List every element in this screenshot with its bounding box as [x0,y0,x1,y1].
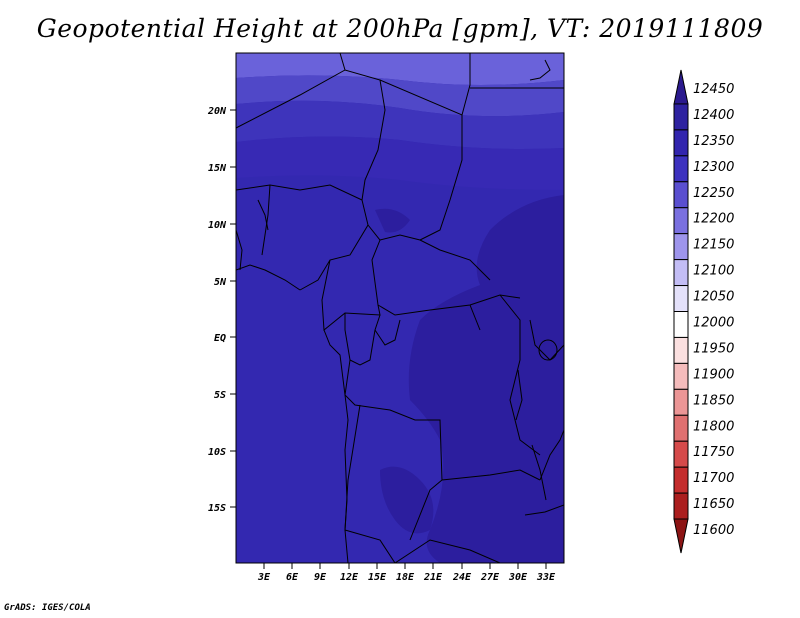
lon-ticks [263,563,547,569]
colorbar-swatch [673,155,689,183]
colorbar-swatch [673,362,689,390]
colorbar-label: 11800 [693,419,734,434]
lon-label: 12E [340,572,359,583]
colorbar-label: 12000 [693,316,734,331]
lat-labels: 20N 15N 10N 5N EQ 5S 10S 15S [207,106,227,514]
colorbar-swatch [673,518,689,554]
lon-label: 15E [368,572,387,583]
lat-label: 5S [214,390,226,401]
colorbar-label: 12250 [693,186,734,201]
lon-label: 30E [508,572,528,583]
colorbar-swatch [673,466,689,494]
lon-label: 33E [536,572,556,583]
colorbar-swatch [673,129,689,157]
lon-label: 3E [257,572,271,583]
colorbar-label: 12300 [693,160,734,175]
colorbar-swatch [673,69,689,105]
country-borders [236,53,564,563]
lon-label: 24E [452,572,472,583]
colorbar-swatch [673,414,689,442]
lat-label: 10S [208,447,226,458]
lon-labels: 3E 6E 9E 12E 15E 18E 21E 24E 27E 30E 33E [257,572,556,583]
colorbar-label: 11950 [693,341,734,356]
lon-label: 18E [396,572,415,583]
colorbar-swatch [673,259,689,287]
colorbar-label: 11750 [693,445,734,460]
colorbar-label: 11600 [693,523,734,538]
lat-label: 15N [208,163,227,174]
colorbar-swatch [673,285,689,312]
lat-label: 5N [214,277,227,288]
colorbar-label: 11900 [693,367,734,382]
colorbar-label: 12450 [693,82,734,97]
colorbar-swatch [673,181,689,209]
colorbar: 12450 12400 12350 12300 12250 12200 12150 12100… [673,69,734,554]
colorbar-swatch [673,207,689,235]
colorbar-swatch [673,103,689,131]
lat-label: 15S [208,503,226,514]
lat-label: EQ [214,333,226,344]
colorbar-label: 12200 [693,212,734,227]
colorbar-swatch [673,388,689,416]
colorbar-label: 11850 [693,393,734,408]
lat-label: 10N [208,220,227,231]
lon-label: 27E [480,572,500,583]
colorbar-swatch [673,311,689,338]
field-band-mid [236,100,564,149]
colorbar-label: 11650 [693,497,734,512]
lon-label: 9E [314,572,327,583]
field-dark-south [380,466,434,534]
colorbar-label: 12350 [693,134,734,149]
chart-title: Geopotential Height at 200hPa [gpm], VT:… [36,14,764,43]
field-dark-east [408,195,564,563]
colorbar-label: 12400 [693,108,734,123]
colorbar-swatch [673,336,689,364]
colorbar-label: 12150 [693,238,734,253]
credit-text: GrADS: IGES/COLA [4,603,91,613]
colorbar-swatch [673,233,689,261]
field-dark-patch [375,208,410,233]
colorbar-label: 12100 [693,264,734,279]
colorbar-label: 12050 [693,290,734,305]
field-band-light [236,75,564,117]
map-frame [235,52,565,564]
lon-label: 21E [423,572,443,583]
field-band-lightest [236,53,564,85]
lon-label: 6E [286,572,299,583]
lat-label: 20N [207,106,227,117]
colorbar-swatch [673,440,689,468]
map-field [236,53,564,563]
field-band-main [236,136,564,190]
colorbar-swatch [673,492,689,520]
lakes [515,339,558,501]
lat-ticks [230,109,236,508]
colorbar-label: 11700 [693,471,734,486]
